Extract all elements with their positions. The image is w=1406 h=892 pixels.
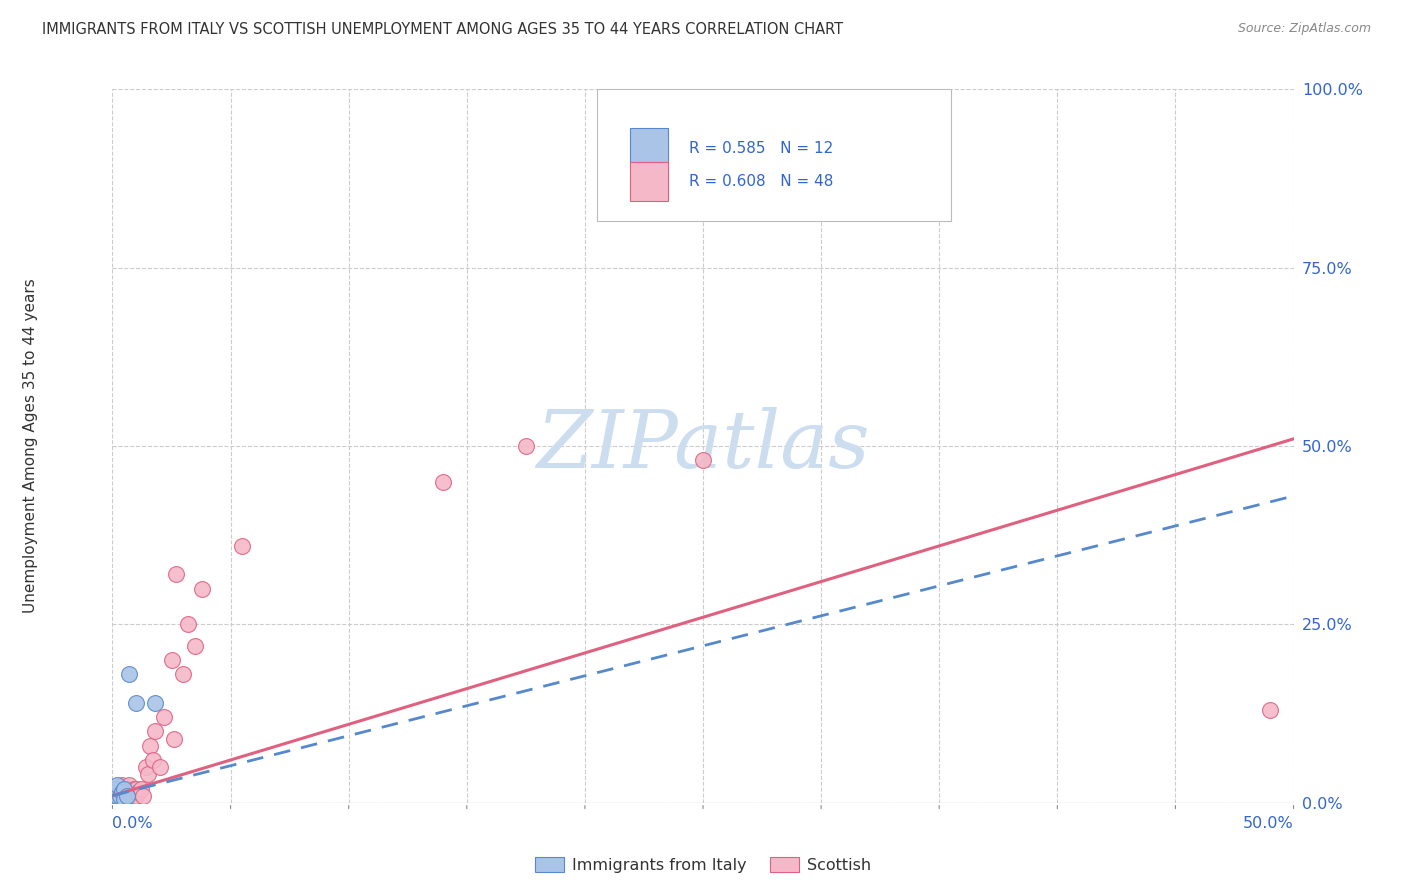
Text: IMMIGRANTS FROM ITALY VS SCOTTISH UNEMPLOYMENT AMONG AGES 35 TO 44 YEARS CORRELA: IMMIGRANTS FROM ITALY VS SCOTTISH UNEMPL… — [42, 22, 844, 37]
Point — [104, 789, 127, 803]
Point — [432, 475, 454, 489]
Point — [135, 760, 157, 774]
Point — [139, 739, 162, 753]
Point — [108, 789, 131, 803]
Point — [129, 781, 152, 796]
Point — [125, 789, 148, 803]
Point — [515, 439, 537, 453]
Point — [163, 731, 186, 746]
Point — [115, 781, 138, 796]
Text: 0.0%: 0.0% — [112, 816, 153, 831]
FancyBboxPatch shape — [630, 162, 668, 202]
Text: 50.0%: 50.0% — [1243, 816, 1294, 831]
Point — [104, 792, 127, 806]
Text: R = 0.608   N = 48: R = 0.608 N = 48 — [689, 174, 834, 189]
Point — [115, 789, 138, 803]
Point — [108, 789, 131, 803]
Point — [115, 792, 138, 806]
Text: Unemployment Among Ages 35 to 44 years: Unemployment Among Ages 35 to 44 years — [24, 278, 38, 614]
Point — [142, 753, 165, 767]
Point — [184, 639, 207, 653]
Point — [115, 789, 138, 803]
Point — [191, 582, 214, 596]
Point — [120, 789, 142, 803]
Point — [153, 710, 176, 724]
Point — [165, 567, 187, 582]
Point — [904, 175, 927, 189]
Point — [143, 724, 166, 739]
Point — [111, 789, 134, 803]
Point — [105, 789, 128, 803]
Point — [105, 778, 128, 792]
Point — [177, 617, 200, 632]
Point — [118, 792, 141, 806]
Point — [118, 785, 141, 799]
Text: R = 0.585   N = 12: R = 0.585 N = 12 — [689, 141, 834, 155]
Point — [104, 781, 127, 796]
Point — [112, 792, 135, 806]
Point — [112, 792, 135, 806]
Point — [160, 653, 183, 667]
Point — [149, 760, 172, 774]
Point — [122, 792, 145, 806]
Point — [122, 781, 145, 796]
Text: ZIPatlas: ZIPatlas — [536, 408, 870, 484]
Point — [105, 789, 128, 803]
Point — [118, 667, 141, 681]
Point — [108, 792, 131, 806]
Point — [125, 696, 148, 710]
Text: Source: ZipAtlas.com: Source: ZipAtlas.com — [1237, 22, 1371, 36]
Point — [111, 792, 134, 806]
Point — [127, 785, 149, 799]
Point — [111, 785, 134, 799]
Legend: Immigrants from Italy, Scottish: Immigrants from Italy, Scottish — [529, 851, 877, 880]
Point — [105, 792, 128, 806]
Point — [104, 789, 127, 803]
FancyBboxPatch shape — [630, 128, 668, 168]
Point — [132, 789, 155, 803]
Point — [1258, 703, 1281, 717]
Point — [118, 778, 141, 792]
Point — [172, 667, 194, 681]
Point — [125, 781, 148, 796]
Point — [136, 767, 159, 781]
Point — [111, 778, 134, 792]
Point — [104, 781, 127, 796]
Point — [692, 453, 714, 467]
Point — [112, 785, 135, 799]
Point — [108, 781, 131, 796]
Point — [112, 781, 135, 796]
Point — [143, 696, 166, 710]
Point — [231, 539, 253, 553]
FancyBboxPatch shape — [596, 89, 950, 221]
Point — [105, 781, 128, 796]
